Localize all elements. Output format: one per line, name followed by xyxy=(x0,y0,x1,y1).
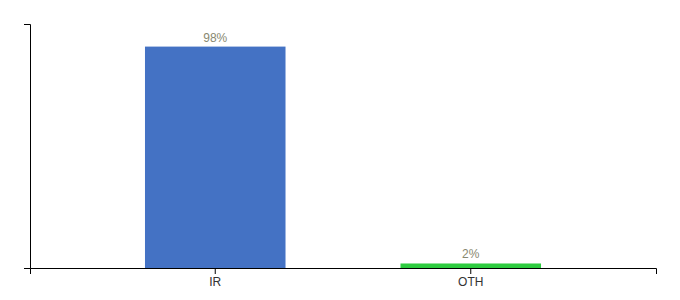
data-labels: 98% 2% xyxy=(203,31,480,262)
bar xyxy=(400,263,541,268)
bars xyxy=(145,47,541,268)
x-axis-line xyxy=(31,269,657,275)
x-tick-label: IR xyxy=(209,275,221,289)
plot: IR OTH 98% 2% xyxy=(24,25,657,289)
y-axis xyxy=(24,25,31,269)
x-axis: IR OTH xyxy=(31,268,657,289)
chart: IR OTH 98% 2% xyxy=(0,0,680,300)
x-tick-label: OTH xyxy=(458,275,483,289)
data-label: 98% xyxy=(203,31,227,45)
x-tick: IR xyxy=(209,268,221,289)
y-axis-line xyxy=(24,25,31,269)
x-tick-mark xyxy=(470,268,471,274)
bar xyxy=(145,47,286,268)
x-tick: OTH xyxy=(458,268,483,289)
x-tick-mark xyxy=(215,268,216,274)
data-label: 2% xyxy=(462,247,480,261)
